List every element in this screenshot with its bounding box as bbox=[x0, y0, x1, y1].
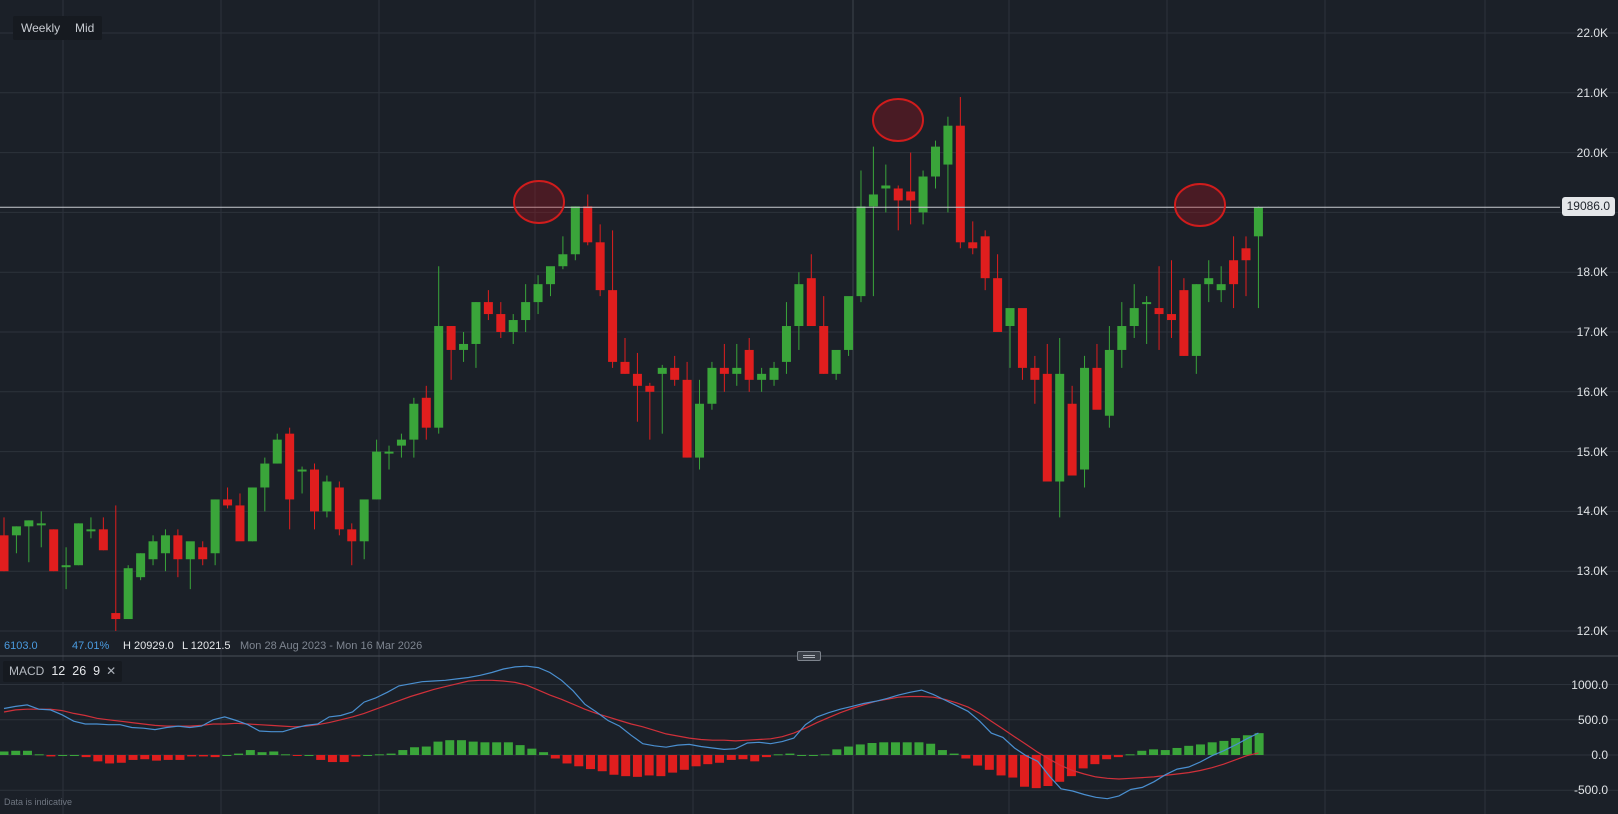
indicator-legend[interactable]: MACD 12 26 9 ✕ bbox=[3, 661, 123, 682]
price-axis-label: 15.0K bbox=[1576, 444, 1608, 459]
price-axis-label: 22.0K bbox=[1576, 26, 1608, 40]
indicator-signal: 9 bbox=[93, 664, 101, 678]
indicator-name: MACD bbox=[9, 664, 45, 678]
indicator-fast: 12 bbox=[51, 664, 66, 678]
price-type-button[interactable]: Mid bbox=[67, 16, 103, 40]
candlestick-series bbox=[0, 97, 1263, 631]
macd-axis-label: 1000.0 bbox=[1571, 677, 1608, 692]
price-axis-label: 21.0K bbox=[1576, 85, 1608, 100]
price-axis-label: 14.0K bbox=[1576, 504, 1608, 519]
macd-axis-label: 500.0 bbox=[1577, 712, 1608, 727]
peak-highlight-circles bbox=[513, 98, 1226, 227]
price-axis-label: 17.0K bbox=[1576, 325, 1608, 339]
change-points: 6103.0 bbox=[4, 640, 38, 652]
date-range: Mon 28 Aug 2023 - Mon 16 Mar 2026 bbox=[240, 640, 423, 652]
pane-resize-handle[interactable] bbox=[797, 651, 821, 661]
macd-series bbox=[0, 665, 1264, 800]
current-price-tag: 19086.0 bbox=[1561, 197, 1615, 216]
price-axis-label: 13.0K bbox=[1576, 564, 1608, 579]
price-axis-label: 18.0K bbox=[1576, 265, 1608, 280]
price-axis-label: 12.0K bbox=[1576, 624, 1608, 638]
macd-axis-label: 0.0 bbox=[1591, 748, 1608, 762]
high-value: H 20929.0 bbox=[123, 640, 174, 652]
disclaimer: Data is indicative bbox=[4, 797, 73, 807]
indicator-slow: 26 bbox=[72, 664, 87, 678]
low-value: L 12021.5 bbox=[182, 640, 231, 652]
macd-axis-label: -500.0 bbox=[1573, 783, 1608, 798]
close-icon[interactable]: ✕ bbox=[106, 664, 117, 678]
interval-button[interactable]: Weekly bbox=[13, 16, 69, 40]
price-axis-label: 16.0K bbox=[1576, 384, 1608, 399]
change-percent: 47.01% bbox=[72, 640, 110, 652]
price-axis-label: 20.0K bbox=[1576, 145, 1608, 160]
